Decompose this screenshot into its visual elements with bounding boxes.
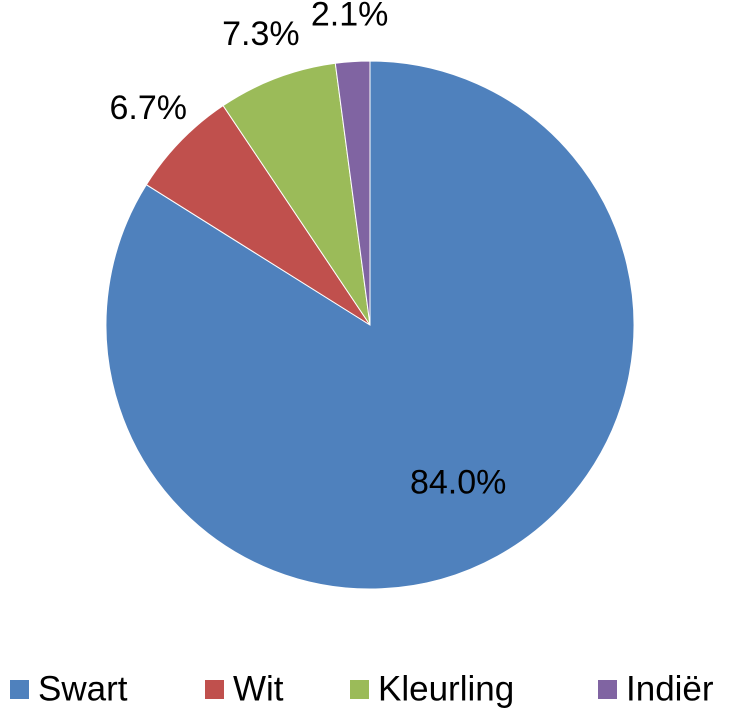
slice-label: 6.7% <box>110 89 188 127</box>
pie-slice <box>105 60 635 590</box>
legend-label: Wit <box>233 669 284 708</box>
legend-label: Swart <box>38 669 128 708</box>
pie-slice <box>334 60 371 326</box>
legend-swatch <box>598 680 617 699</box>
slice-label: 2.1% <box>311 0 389 34</box>
pie-slice <box>145 104 371 326</box>
slice-label: 7.3% <box>222 15 300 53</box>
legend-label: Indiër <box>626 669 714 708</box>
legend-label: Kleurling <box>378 669 514 708</box>
legend-swatch <box>205 680 224 699</box>
slice-label: 84.0% <box>410 463 506 501</box>
pie-slice <box>222 62 371 326</box>
legend-swatch <box>350 680 369 699</box>
legend-swatch <box>10 680 29 699</box>
